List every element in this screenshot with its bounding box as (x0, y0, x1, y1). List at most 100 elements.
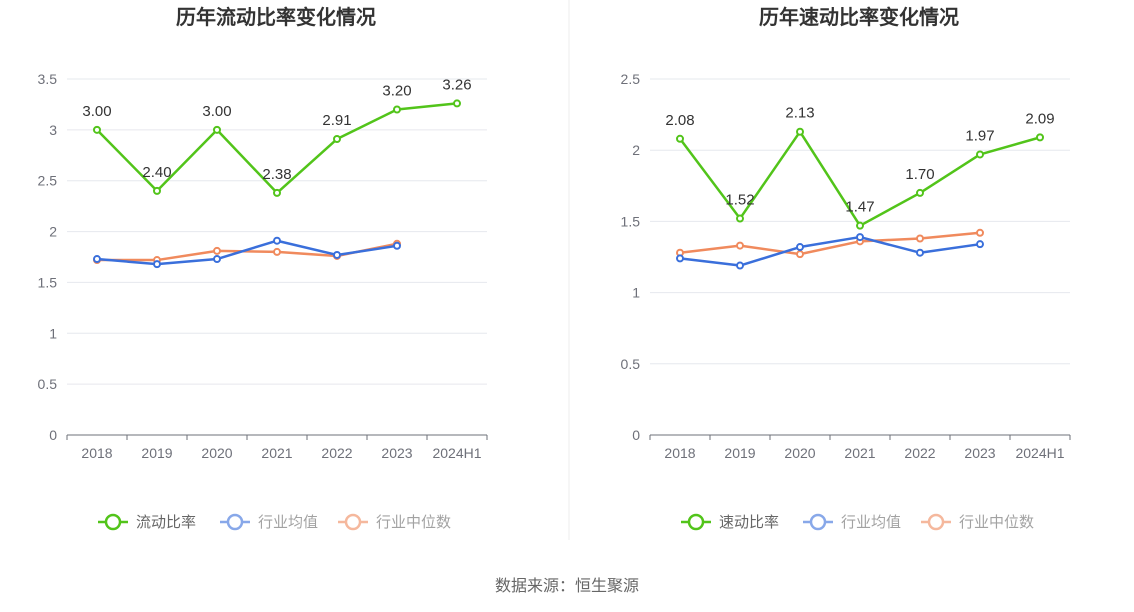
data-point (273, 188, 281, 197)
data-point (856, 233, 864, 242)
data-label: 2.09 (1025, 110, 1054, 127)
x-tick-label: 2018 (81, 445, 112, 461)
data-point (393, 241, 401, 250)
data-point (393, 105, 401, 114)
legend-label: 行业均值 (258, 513, 318, 531)
x-tick-label: 2022 (321, 445, 352, 461)
legend-item: 速动比率 (681, 513, 779, 531)
y-tick-label: 0.5 (38, 376, 58, 392)
legend-marker (809, 513, 827, 531)
x-tick-label: 2024H1 (432, 445, 481, 461)
data-point (916, 248, 924, 257)
data-point (796, 250, 804, 259)
y-tick-label: 2.5 (38, 173, 58, 189)
data-label: 3.00 (202, 103, 231, 120)
y-tick-label: 2 (49, 224, 57, 240)
data-point (796, 127, 804, 136)
y-tick-label: 1 (49, 325, 57, 341)
data-label: 2.91 (322, 112, 351, 129)
legend-item: 流动比率 (98, 513, 196, 531)
data-label: 1.97 (965, 127, 994, 144)
data-point (736, 241, 744, 250)
data-point (213, 125, 221, 134)
data-point (796, 243, 804, 252)
series-line (679, 231, 981, 256)
x-tick-label: 2022 (904, 445, 935, 461)
legend-marker (104, 513, 122, 531)
data-point (93, 125, 101, 134)
legend-item: 行业均值 (220, 513, 318, 531)
data-point (93, 255, 101, 264)
data-point (153, 186, 161, 195)
legend-label: 行业均值 (841, 513, 901, 531)
data-point (333, 135, 341, 144)
legend-item: 行业均值 (803, 513, 901, 531)
data-point (976, 228, 984, 237)
chart-title: 历年速动比率变化情况 (759, 5, 959, 29)
y-tick-label: 3.5 (38, 71, 58, 87)
y-tick-label: 1.5 (621, 213, 641, 229)
x-tick-label: 2021 (261, 445, 292, 461)
data-label: 3.00 (82, 103, 111, 120)
data-label: 1.47 (845, 199, 874, 216)
x-tick-label: 2020 (201, 445, 232, 461)
x-tick-label: 2023 (964, 445, 995, 461)
chart-1: 历年流动比率变化情况 0 0.5 1 1.5 2 2.5 3 3.5 2018 2019 2020 20… (38, 5, 488, 531)
data-point (213, 246, 221, 255)
legend-item: 行业中位数 (338, 513, 451, 531)
legend-marker (344, 513, 362, 531)
x-tick-label: 2024H1 (1015, 445, 1064, 461)
y-tick-label: 0 (49, 427, 57, 443)
data-point (676, 134, 684, 143)
data-label: 2.40 (142, 164, 171, 181)
x-tick-label: 2023 (381, 445, 412, 461)
legend-label: 流动比率 (136, 513, 196, 531)
series-line (96, 239, 398, 266)
legend-marker (927, 513, 945, 531)
legend-label: 行业中位数 (376, 513, 451, 531)
y-tick-label: 2 (632, 142, 640, 158)
data-point (333, 250, 341, 259)
chart-title: 历年流动比率变化情况 (176, 5, 376, 29)
legend-label: 速动比率 (719, 513, 779, 531)
data-label: 3.20 (382, 83, 411, 100)
y-tick-label: 0 (632, 427, 640, 443)
series-line (679, 235, 981, 267)
data-point (916, 188, 924, 197)
x-tick-label: 2019 (724, 445, 755, 461)
data-label: 2.38 (262, 166, 291, 183)
x-tick-label: 2021 (844, 445, 875, 461)
data-point (273, 247, 281, 256)
data-point (736, 214, 744, 223)
y-tick-label: 0.5 (621, 356, 641, 372)
data-label: 2.13 (785, 105, 814, 122)
y-tick-label: 2.5 (621, 71, 641, 87)
y-tick-label: 1.5 (38, 274, 58, 290)
data-label: 1.52 (725, 192, 754, 209)
data-point (676, 254, 684, 263)
data-label: 1.70 (905, 166, 934, 183)
x-tick-label: 2018 (664, 445, 695, 461)
y-tick-label: 3 (49, 122, 57, 138)
data-label: 3.26 (442, 76, 471, 93)
data-point (453, 99, 461, 108)
data-point (856, 221, 864, 230)
data-point (976, 240, 984, 249)
data-point (1036, 133, 1044, 142)
data-label: 2.08 (665, 112, 694, 129)
data-point (153, 260, 161, 269)
y-tick-label: 1 (632, 285, 640, 301)
data-source-note: 数据来源：恒生聚源 (494, 576, 639, 595)
data-point (736, 261, 744, 270)
data-point (273, 236, 281, 245)
data-point (976, 150, 984, 159)
data-point (916, 234, 924, 243)
legend-marker (687, 513, 705, 531)
legend-marker (226, 513, 244, 531)
x-tick-label: 2020 (784, 445, 815, 461)
legend-label: 行业中位数 (959, 513, 1034, 531)
x-tick-label: 2019 (141, 445, 172, 461)
data-point (213, 255, 221, 264)
